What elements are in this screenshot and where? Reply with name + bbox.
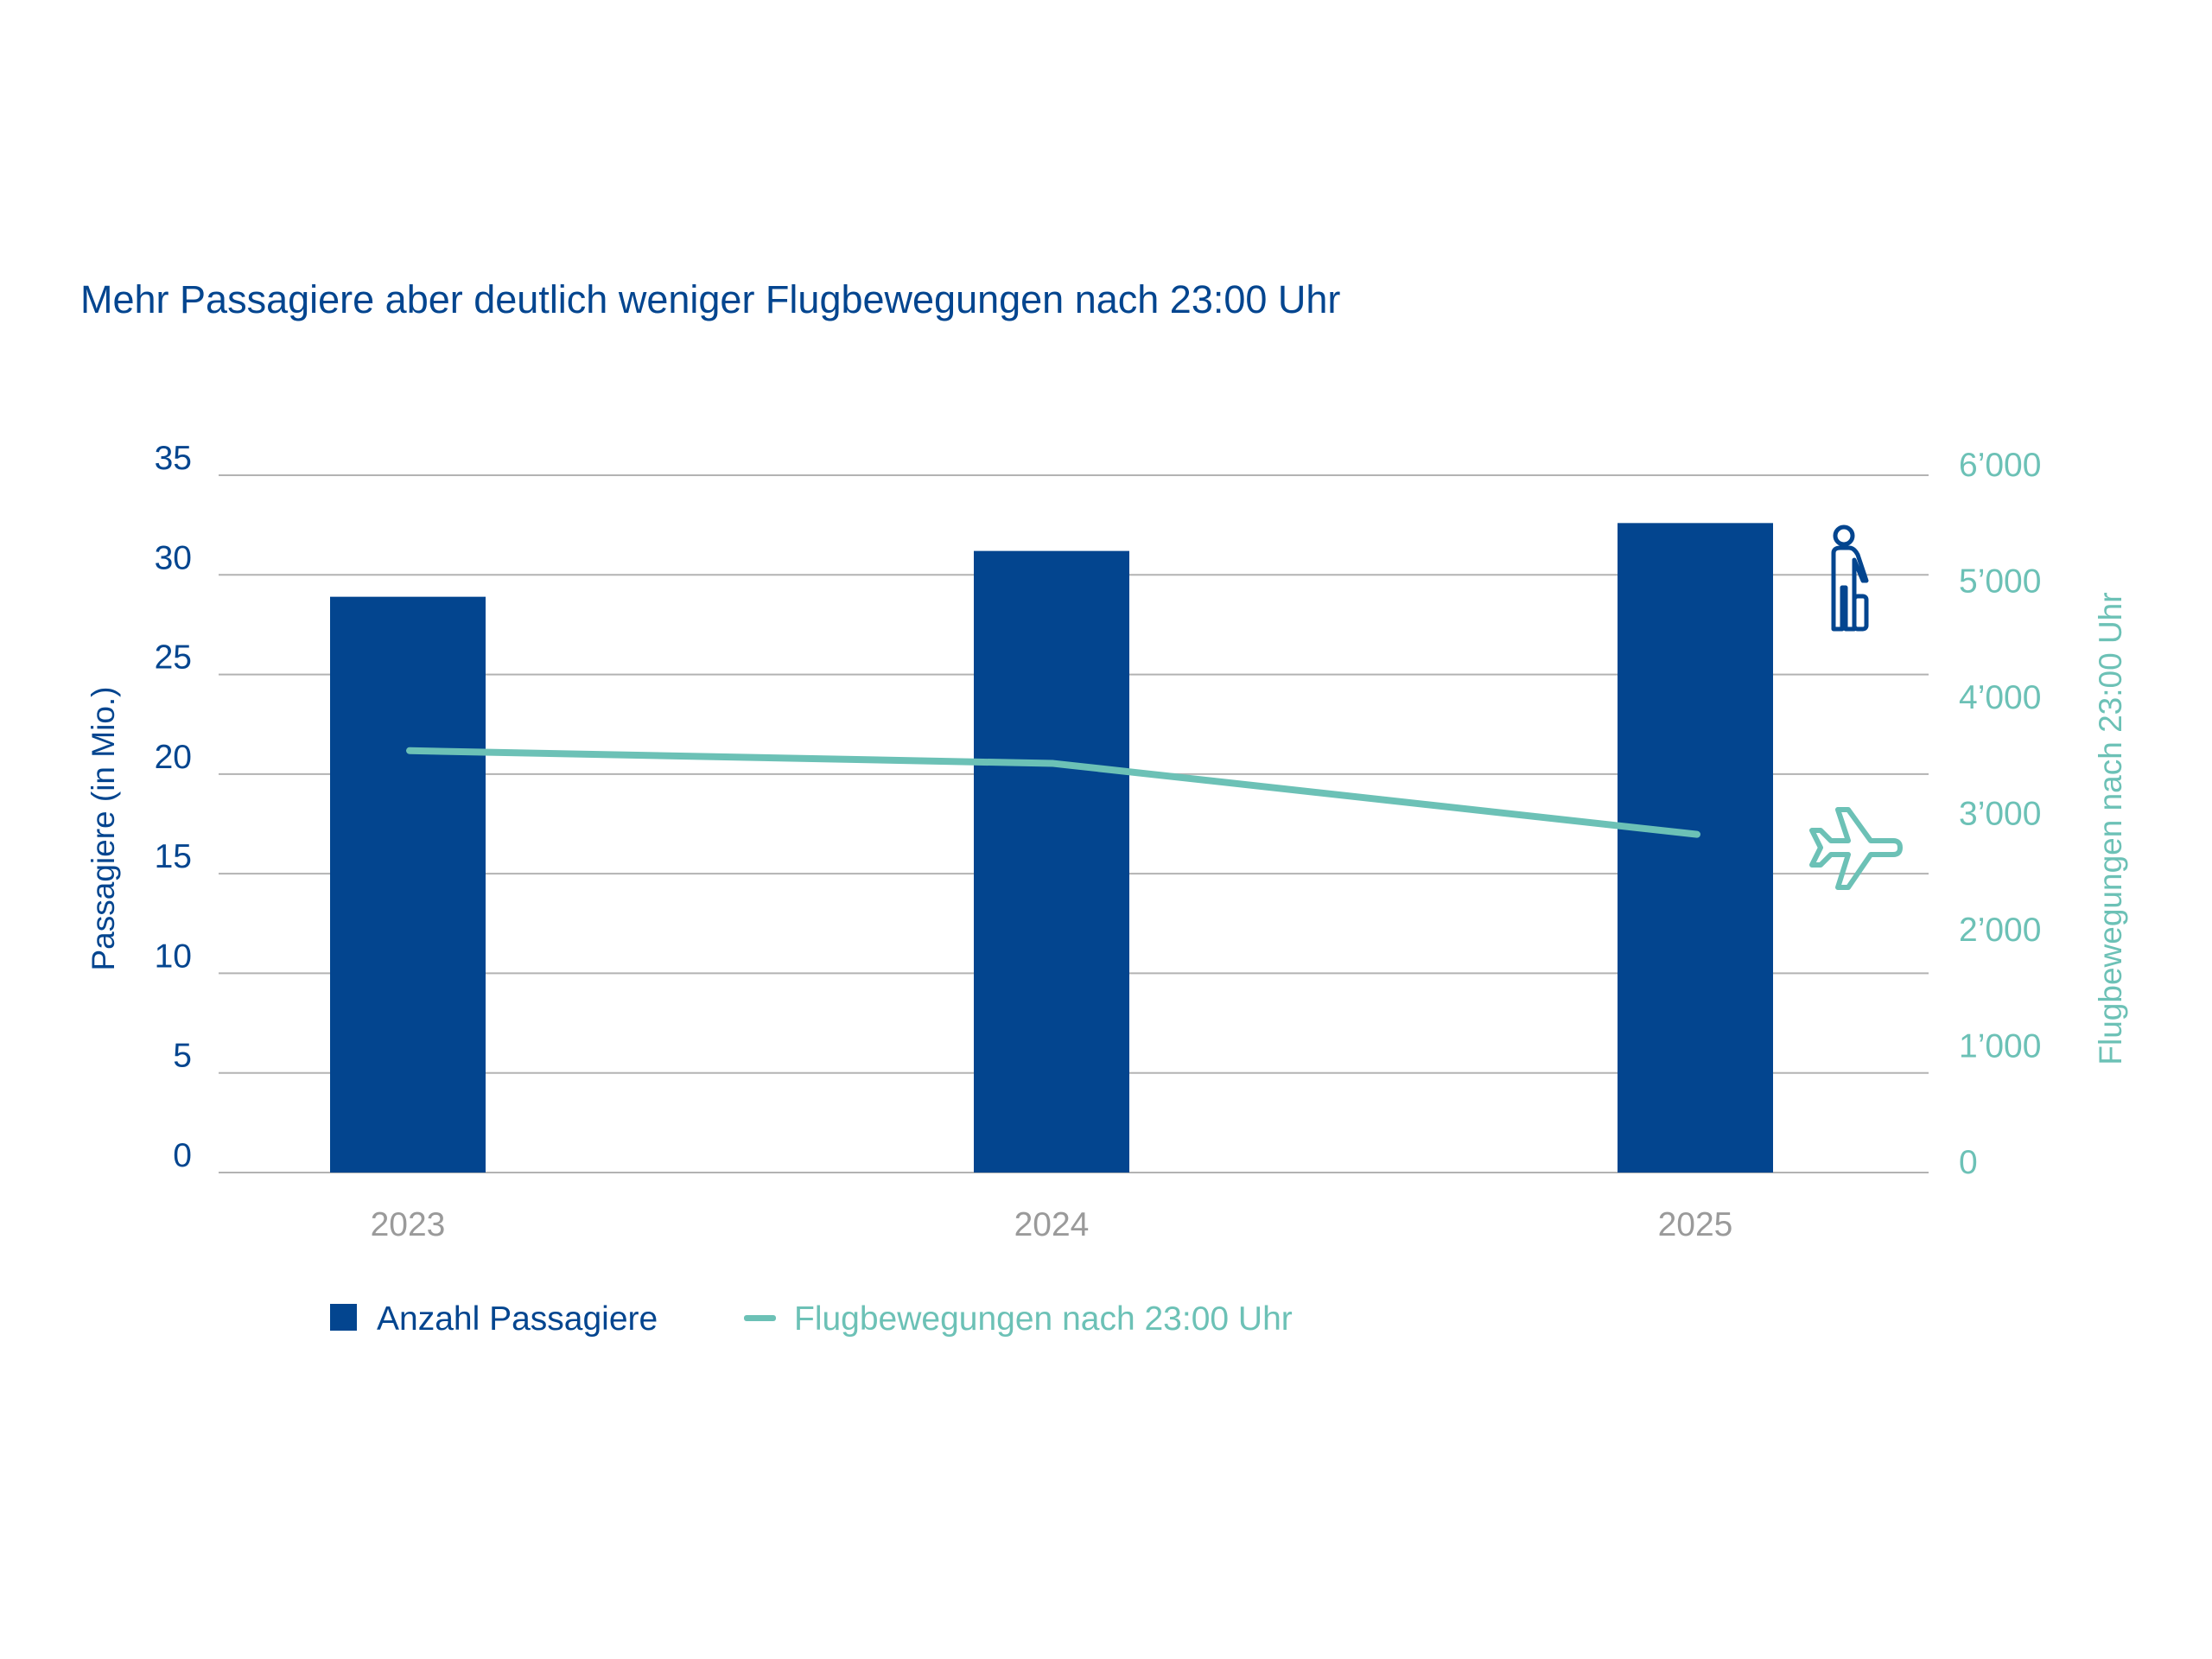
chart-title: Mehr Passagiere aber deutlich weniger Fl…: [80, 277, 1340, 321]
legend-label-passengers: Anzahl Passagiere: [377, 1300, 658, 1338]
bar-2025: [1618, 523, 1773, 1173]
left-tick-label: 25: [155, 639, 192, 677]
left-tick-label: 15: [155, 838, 192, 875]
left-tick-label: 30: [155, 539, 192, 576]
right-tick-label: 4’000: [1959, 679, 2041, 716]
x-tick-label: 2023: [371, 1206, 446, 1243]
legend-label-flights: Flugbewegungen nach 23:00 Uhr: [794, 1300, 1293, 1338]
left-tick-label: 10: [155, 938, 192, 975]
right-tick-label: 3’000: [1959, 796, 2041, 833]
right-tick-label: 6’000: [1959, 447, 2041, 484]
legend: Anzahl Passagiere Flugbewegungen nach 23…: [330, 1300, 1293, 1338]
person-with-suitcase-icon: [1831, 524, 1869, 632]
left-tick-label: 20: [155, 739, 192, 776]
left-tick-label: 5: [173, 1038, 192, 1075]
bars: [330, 523, 1773, 1173]
legend-swatch-flights: [744, 1315, 776, 1321]
x-tick-label: 2024: [1014, 1206, 1090, 1243]
left-tick-label: 35: [155, 440, 192, 477]
line-series: [406, 747, 1700, 838]
left-tick-label: 0: [173, 1137, 192, 1174]
right-axis-title: Flugbewegungen nach 23:00 Uhr: [2093, 592, 2128, 1065]
right-axis-ticks: 0 1’000 2’000 3’000 4’000 5’000 6’000: [1959, 447, 2041, 1181]
left-axis-title: Passagiere (in Mio.): [86, 686, 121, 970]
right-tick-label: 1’000: [1959, 1028, 2041, 1065]
left-axis-ticks: 0 5 10 15 20 25 30 35: [155, 440, 192, 1174]
bar-2023: [330, 596, 486, 1173]
right-tick-label: 2’000: [1959, 912, 2041, 949]
right-tick-label: 0: [1959, 1144, 1978, 1181]
x-tick-label: 2025: [1658, 1206, 1733, 1243]
legend-swatch-passengers: [330, 1304, 357, 1331]
airplane-icon: [1809, 807, 1903, 890]
x-axis-ticks: 2023 2024 2025: [371, 1206, 1733, 1243]
right-tick-label: 5’000: [1959, 563, 2041, 601]
bar-2024: [974, 550, 1129, 1173]
